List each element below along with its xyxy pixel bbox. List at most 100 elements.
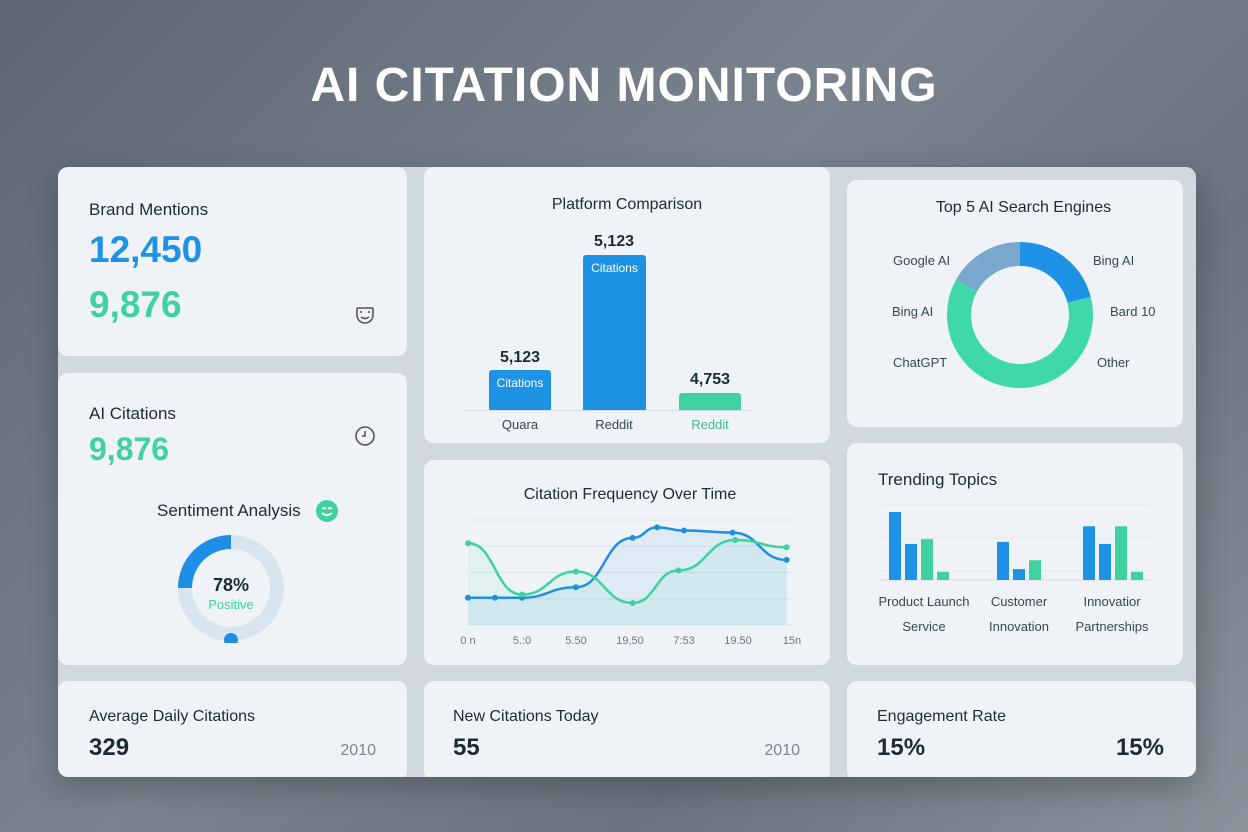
topic-bar [1099,543,1111,580]
series-line [467,538,787,605]
brand-mentions-secondary: 9,876 [89,284,182,325]
clock-icon [355,426,375,446]
topic-sublabel: Partnerships [1075,619,1149,634]
topic-bar [921,539,933,580]
baseline [464,410,752,411]
data-point [681,527,687,534]
data-point [654,524,660,531]
data-point [732,536,739,543]
smile-face-icon [356,307,374,324]
topic-bar [997,541,1009,580]
brand-mentions-value: 12,450 [89,229,203,270]
bar-inner-label: Citations [496,376,544,390]
topic-label: Product Launch [878,594,970,609]
topic-label: Customer [990,594,1048,609]
donut-label: Bard 10 [1110,304,1156,319]
data-point [629,599,636,606]
kpi-value: 55 [453,734,480,761]
sentiment-status: Positive [208,597,254,612]
topic-bar [1083,526,1095,580]
kpi-value: 329 [89,734,130,761]
donut-label: Bing AI [892,304,934,319]
data-point [629,534,636,541]
donut-chart [947,242,1093,388]
data-point [573,584,579,591]
line-chart: 0 n 5.:0 5.50 19,50 7:53 19.50 15n [460,519,801,647]
platform-bar: Citations [489,370,551,410]
x-tick-label: 15n [783,635,801,647]
data-point [492,594,498,601]
brand-mentions-card: Brand Mentions 12,450 9,876 [58,167,407,356]
brand-mentions-label: Brand Mentions [89,200,209,219]
sentiment-label: Sentiment Analysis [157,501,301,520]
platform-bar: Citations [583,255,646,410]
series-area [468,539,787,625]
data-point [783,544,790,551]
kpi-secondary: 2010 [340,742,376,759]
kpi-label: Engagement Rate [877,708,1006,725]
page-title: AI CITATION MONITORING [310,59,938,112]
topic-bar [1131,571,1143,580]
bar-category-label: Reddit [691,417,729,432]
sentiment-percent: 78% [212,575,250,595]
x-tick-label: 19.50 [724,635,752,647]
data-point [729,529,736,536]
donut-title: Top 5 AI Search Engines [935,199,1112,216]
topic-bar [889,512,901,580]
kpi-card: Engagement Rate 15% 15% [847,681,1196,777]
bar-value-label: 5,123 [499,349,541,366]
kpi-secondary: 15% [1115,734,1164,761]
donut-label: ChatGPT [893,355,948,370]
data-point [465,540,471,547]
topic-bar [1013,569,1025,580]
ai-citations-label: AI Citations [89,404,176,423]
series-area [468,527,787,625]
trending-bar-chart [881,504,1151,581]
kpi-secondary: 2010 [764,742,800,759]
sentiment-gauge [178,535,284,643]
kpi-value: 15% [877,734,926,761]
platform-comparison-card: Platform Comparison Citations Citations … [424,167,830,443]
kpi-label: Average Daily Citations [89,708,256,725]
topic-label: Innovatior [1083,594,1141,609]
platform-bar [679,393,741,410]
smile-emoji-icon [316,500,338,522]
bar-category-label: Reddit [595,417,633,432]
ai-citations-value: 9,876 [89,431,170,467]
data-point [783,556,790,563]
donut-slice [947,279,1093,388]
ai-citations-card: AI Citations 9,876 Sentiment Analysis 78… [58,373,407,665]
donut-slice [956,242,1021,292]
data-point [675,567,682,574]
topic-bar [1115,526,1127,580]
bar-value-label: 5,123 [593,233,635,250]
donut-label: Google AI [893,253,951,268]
x-tick-label: 0 n [460,635,475,647]
kpi-label: New Citations Today [453,708,599,725]
topic-bar [1029,560,1041,580]
data-point [519,591,525,598]
topic-bar [937,571,949,580]
data-point [465,594,471,601]
search-engines-card: Top 5 AI Search Engines Google AI Bing A… [847,180,1183,427]
dashboard: Brand Mentions 12,450 9,876 AI Citations… [58,167,1196,777]
bar-inner-label: Citations [591,261,638,275]
kpi-card: Average Daily Citations 329 2010 [58,681,407,777]
topic-sublabel: Service [902,619,946,634]
x-tick-label: 5.:0 [513,635,531,647]
bar-category-label: Quara [501,417,539,432]
donut-label: Bing AI [1093,253,1135,268]
trending-topics-card: Trending Topics Product Launch Customer … [847,443,1183,665]
line-chart-title: Citation Frequency Over Time [523,486,737,503]
data-point [573,568,579,575]
x-tick-label: 5.50 [565,635,586,647]
citation-frequency-card: Citation Frequency Over Time 0 n 5.:0 5.50… [424,460,830,665]
x-tick-label: 19,50 [616,635,644,647]
platform-title: Platform Comparison [551,196,703,213]
donut-label: Other [1097,355,1130,370]
kpi-card: New Citations Today 55 2010 [424,681,830,777]
x-tick-label: 7:53 [673,635,694,647]
donut-slice [1019,242,1091,304]
topic-bar [905,543,917,580]
bar-value-label: 4,753 [689,371,731,388]
